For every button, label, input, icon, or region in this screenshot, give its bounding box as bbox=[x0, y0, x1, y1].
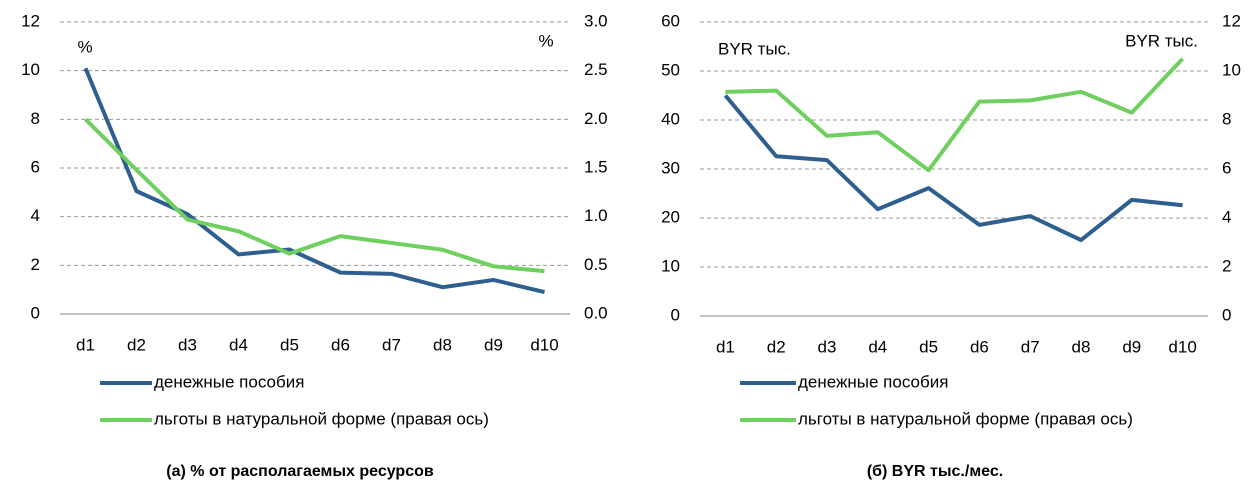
legend-label: денежные пособия bbox=[798, 372, 948, 391]
series-line bbox=[725, 57, 1185, 173]
x-tick-label: d1 bbox=[716, 337, 735, 356]
y-tick-label: 10 bbox=[21, 60, 40, 79]
y2-tick-label: 2.0 bbox=[584, 109, 608, 128]
x-tick-label: d7 bbox=[1021, 337, 1040, 356]
y2-tick-label: 0.0 bbox=[584, 303, 608, 322]
y-tick-label: 50 bbox=[661, 60, 680, 79]
series-line bbox=[83, 67, 545, 295]
legend-label: льготы в натуральной форме (правая ось) bbox=[154, 409, 489, 428]
legend-label: льготы в натуральной форме (правая ось) bbox=[798, 409, 1133, 428]
y-tick-label: 0 bbox=[31, 303, 40, 322]
y-tick-label: 10 bbox=[661, 256, 680, 275]
y2-tick-label: 12 bbox=[1222, 11, 1241, 30]
y-tick-label: 12 bbox=[21, 11, 40, 30]
y2-tick-label: 2 bbox=[1222, 256, 1231, 275]
x-tick-label: d2 bbox=[767, 337, 786, 356]
y2-tick-label: 6 bbox=[1222, 158, 1231, 177]
annotation: BYR тыс. bbox=[1125, 31, 1198, 50]
y2-tick-label: 4 bbox=[1222, 207, 1231, 226]
y-tick-label: 20 bbox=[661, 207, 680, 226]
x-tick-label: d4 bbox=[868, 337, 887, 356]
y2-tick-label: 0.5 bbox=[584, 255, 608, 274]
x-tick-label: d1 bbox=[76, 335, 95, 354]
annotation: % bbox=[538, 31, 553, 50]
series-line bbox=[723, 94, 1183, 243]
x-tick-label: d3 bbox=[178, 335, 197, 354]
x-tick-label: d2 bbox=[127, 335, 146, 354]
y2-tick-label: 1.5 bbox=[584, 157, 608, 176]
x-tick-label: d9 bbox=[1122, 337, 1141, 356]
y-tick-label: 6 bbox=[31, 157, 40, 176]
annotation: BYR тыс. bbox=[718, 39, 791, 58]
x-tick-label: d8 bbox=[1072, 337, 1091, 356]
y-tick-label: 60 bbox=[661, 11, 680, 30]
x-tick-label: d3 bbox=[818, 337, 837, 356]
y2-tick-label: 10 bbox=[1222, 60, 1241, 79]
x-tick-label: d8 bbox=[433, 335, 452, 354]
y-tick-label: 8 bbox=[31, 109, 40, 128]
y2-tick-label: 3.0 bbox=[584, 11, 608, 30]
y-tick-label: 30 bbox=[661, 158, 680, 177]
x-tick-label: d5 bbox=[280, 335, 299, 354]
series-line bbox=[84, 117, 545, 274]
x-tick-label: d10 bbox=[530, 335, 558, 354]
x-tick-label: d7 bbox=[382, 335, 401, 354]
legend-label: денежные пособия bbox=[154, 372, 304, 391]
x-tick-label: d6 bbox=[970, 337, 989, 356]
x-tick-label: d4 bbox=[229, 335, 248, 354]
y-tick-label: 4 bbox=[31, 206, 40, 225]
x-tick-label: d6 bbox=[331, 335, 350, 354]
y2-tick-label: 8 bbox=[1222, 109, 1231, 128]
y-tick-label: 2 bbox=[31, 255, 40, 274]
chart-title: (а) % от располагаемых ресурсов bbox=[166, 463, 434, 480]
y-tick-label: 40 bbox=[661, 109, 680, 128]
chart-title: (б) BYR тыс./мес. bbox=[867, 463, 1003, 480]
annotation: % bbox=[77, 37, 92, 56]
y-tick-label: 0 bbox=[671, 305, 680, 324]
x-tick-label: d10 bbox=[1168, 337, 1196, 356]
y2-tick-label: 1.0 bbox=[584, 206, 608, 225]
y2-tick-label: 0 bbox=[1222, 305, 1231, 324]
y2-tick-label: 2.5 bbox=[584, 60, 608, 79]
x-tick-label: d5 bbox=[919, 337, 938, 356]
x-tick-label: d9 bbox=[484, 335, 503, 354]
